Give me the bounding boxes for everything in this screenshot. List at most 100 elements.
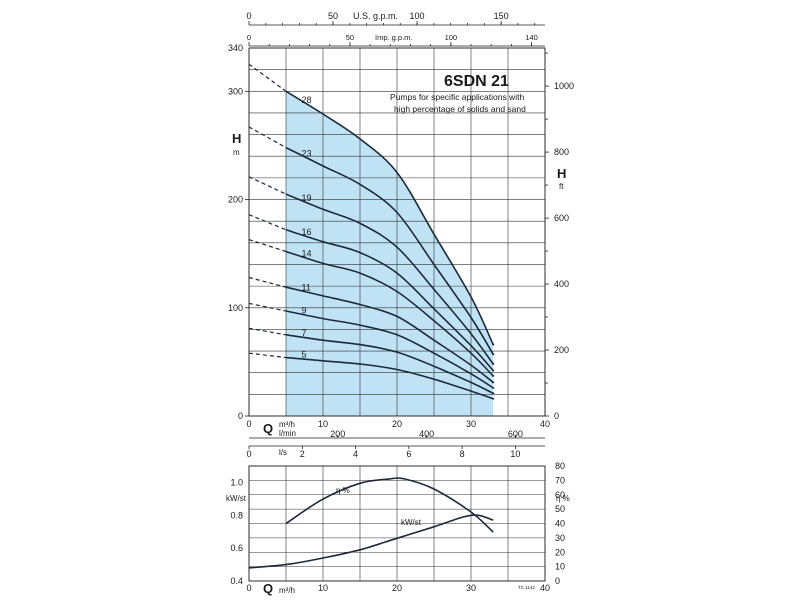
us-gpm-tick-label: 0 <box>246 11 251 21</box>
q-m3h-tick-label: 10 <box>318 419 328 429</box>
ls-tick-label: 0 <box>246 449 251 459</box>
efficiency-tick-label: 70 <box>555 475 565 485</box>
ls-tick-label: 10 <box>510 449 520 459</box>
q-axis-unit-lmin: l/min <box>279 429 296 438</box>
lmin-tick-label: 400 <box>419 429 434 439</box>
stage-label: 11 <box>302 282 311 292</box>
q-lower-tick-label: 30 <box>466 583 476 593</box>
stage-curve <box>285 286 494 384</box>
stage-curve-dashed <box>248 327 287 336</box>
stage-curve-dashed <box>248 126 287 149</box>
efficiency-tick-label: 40 <box>555 519 565 529</box>
q-m3h-tick-label: 0 <box>246 419 251 429</box>
ls-tick-label: 6 <box>406 449 411 459</box>
q-axis-unit-m3h: m³/h <box>279 420 295 429</box>
q-axis-unit-lower: m³/h <box>279 586 295 595</box>
chart-model-title: 6SDN 21 <box>444 73 509 90</box>
q-lower-tick-label: 0 <box>246 583 251 593</box>
power-chart-frame <box>248 465 546 582</box>
stage-curve <box>285 193 494 365</box>
us-gpm-tick-label: 150 <box>494 11 509 21</box>
power-curve-label: kW/st <box>401 518 422 527</box>
stage-label: 23 <box>302 149 312 159</box>
stage-curve-dashed <box>248 276 287 288</box>
efficiency-curve-label: η % <box>336 486 350 495</box>
stage-curve-dashed <box>248 214 287 231</box>
stage-label: 28 <box>302 95 312 105</box>
stage-curve <box>285 146 494 355</box>
imp-gpm-tick-label: 140 <box>525 33 538 42</box>
stage-curve <box>285 356 494 400</box>
stage-curve-dashed <box>248 352 287 359</box>
y-left-tick-label: 100 <box>228 303 243 313</box>
stage-curve-dashed <box>248 176 287 195</box>
q-m3h-tick-label: 30 <box>466 419 476 429</box>
efficiency-axis-label: η % <box>556 494 570 503</box>
power-tick-label: 0.6 <box>230 543 243 553</box>
q-axis-unit-ls: l/s <box>279 448 287 457</box>
stage-curve <box>285 250 494 377</box>
y-right-tick-label: 1000 <box>554 81 574 91</box>
power-tick-label: 1.0 <box>230 477 243 487</box>
efficiency-tick-label: 60 <box>555 490 565 500</box>
y-right-axis-unit: ft <box>559 182 564 191</box>
chart-code: TC 1142 <box>518 585 535 590</box>
ls-tick-label: 2 <box>300 449 305 459</box>
lmin-tick-label: 600 <box>508 429 523 439</box>
imp-gpm-tick-label: 50 <box>346 33 354 42</box>
ls-tick-label: 4 <box>353 449 358 459</box>
y-right-tick-label: 0 <box>554 411 559 421</box>
q-lower-tick-label: 10 <box>318 583 328 593</box>
y-left-tick-label: 300 <box>228 86 243 96</box>
ls-tick-label: 8 <box>460 449 465 459</box>
y-left-tick-label: 200 <box>228 195 243 205</box>
lmin-tick-label: 200 <box>330 429 345 439</box>
efficiency-tick-label: 80 <box>555 461 565 471</box>
q-m3h-tick-label: 20 <box>392 419 402 429</box>
y-left-tick-label: 340 <box>228 43 243 53</box>
stage-curve <box>285 229 494 372</box>
efficiency-tick-label: 50 <box>555 504 565 514</box>
stage-label: 5 <box>302 350 307 360</box>
x-top-impgpm-label: Imp. g.p.m. <box>375 33 413 42</box>
power-curve <box>248 514 494 569</box>
y-right-tick-label: 200 <box>554 345 569 355</box>
stage-label: 16 <box>302 227 312 237</box>
stage-label: 9 <box>302 306 307 316</box>
power-axis-label: kW/st <box>226 494 247 503</box>
stage-label: 14 <box>302 249 312 259</box>
y-left-axis-unit: m <box>233 148 240 157</box>
efficiency-tick-label: 0 <box>555 576 560 586</box>
stage-label: 19 <box>302 193 312 203</box>
x-top-usgpm-label: U.S. g.p.m. <box>353 11 398 21</box>
y-left-tick-label: 0 <box>238 411 243 421</box>
us-gpm-tick-label: 100 <box>410 11 425 21</box>
y-right-tick-label: 800 <box>554 147 569 157</box>
efficiency-tick-label: 10 <box>555 562 565 572</box>
chart-description-line-2: high percentage of solids and sand <box>394 104 526 114</box>
y-left-axis-label: H <box>232 131 241 146</box>
y-right-tick-label: 600 <box>554 213 569 223</box>
y-right-axis-label: H <box>557 166 566 181</box>
stage-curve <box>285 90 494 345</box>
chart-description-line-1: Pumps for specific applications with <box>390 92 524 102</box>
q-m3h-tick-label: 40 <box>540 419 550 429</box>
efficiency-tick-label: 30 <box>555 533 565 543</box>
power-tick-label: 0.4 <box>230 576 243 586</box>
stage-curve-dashed <box>248 239 287 253</box>
efficiency-tick-label: 20 <box>555 547 565 557</box>
q-lower-tick-label: 20 <box>392 583 402 593</box>
q-lower-tick-label: 40 <box>540 583 550 593</box>
stage-curve <box>285 334 494 395</box>
us-gpm-tick-label: 50 <box>328 11 338 21</box>
y-right-tick-label: 400 <box>554 279 569 289</box>
efficiency-curve <box>285 477 494 533</box>
q-axis-label: Q <box>263 421 273 436</box>
power-tick-label: 0.8 <box>230 510 243 520</box>
stage-curve-dashed <box>248 63 287 92</box>
stage-label: 7 <box>302 328 307 338</box>
stage-curve-dashed <box>248 302 287 312</box>
imp-gpm-tick-label: 100 <box>445 33 458 42</box>
imp-gpm-tick-label: 0 <box>247 33 251 42</box>
